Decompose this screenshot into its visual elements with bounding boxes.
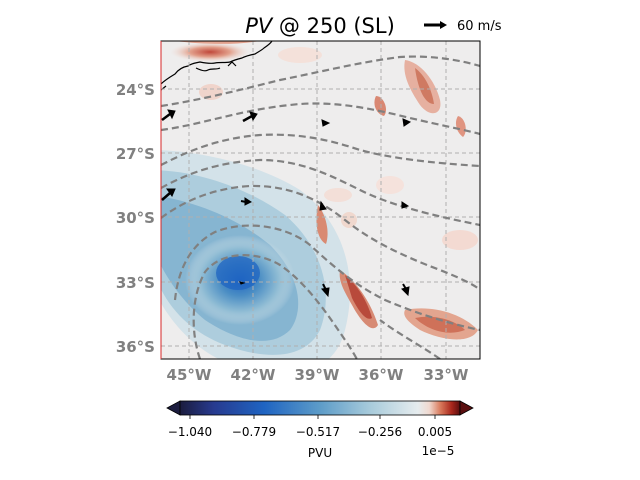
colorbar-ticks: −1.040 −0.779 −0.517 −0.256 0.005	[168, 415, 452, 439]
wind-vector	[402, 118, 412, 127]
title-rest: @ 250 (SL)	[272, 14, 395, 38]
lon-tick-label: 42°W	[231, 366, 276, 384]
quiver-key: 60 m/s	[424, 19, 502, 34]
lon-tick-label: 39°W	[295, 366, 340, 384]
longitude-labels: 45°W 42°W 39°W 36°W 33°W	[167, 366, 469, 384]
lat-tick-label: 33°S	[116, 274, 155, 292]
wind-vector	[240, 197, 252, 206]
wind-vectors	[161, 109, 412, 298]
colorbar: −1.040 −0.779 −0.517 −0.256 0.005 PVU 1e−5	[166, 400, 474, 460]
quiver-key-label: 60 m/s	[457, 19, 502, 34]
figure-title: PV @ 250 (SL)	[245, 14, 395, 38]
latitude-labels: 24°S 27°S 30°S 33°S 36°S	[116, 81, 155, 356]
wind-vector	[401, 201, 410, 209]
wind-vector	[321, 119, 331, 127]
pv-positive-field	[170, 41, 478, 340]
wind-vector	[242, 111, 258, 123]
height-contours	[161, 55, 480, 359]
gridlines	[161, 41, 480, 359]
wind-vector	[319, 200, 327, 211]
colorbar-tick-label: −0.517	[296, 425, 340, 439]
wind-vector	[161, 188, 176, 201]
title-variable: PV	[245, 14, 274, 38]
colorbar-label: PVU	[308, 446, 332, 460]
colorbar-offset: 1e−5	[422, 444, 455, 458]
lat-tick-label: 27°S	[116, 145, 155, 163]
wind-vector	[401, 283, 410, 297]
colorbar-tick-label: 0.005	[418, 425, 452, 439]
wind-vector	[161, 109, 176, 121]
map-panel	[161, 41, 480, 359]
colorbar-extend-min	[166, 400, 181, 416]
colorbar-tick-label: −0.256	[358, 425, 402, 439]
lat-tick-label: 24°S	[116, 81, 155, 99]
colorbar-tick-label: −0.779	[232, 425, 276, 439]
pv-negative-field	[161, 150, 350, 359]
colorbar-tick-label: −1.040	[168, 425, 212, 439]
wind-vector	[321, 283, 330, 298]
lat-tick-label: 30°S	[116, 209, 155, 227]
colorbar-gradient	[179, 400, 461, 416]
lon-tick-label: 45°W	[167, 366, 212, 384]
lon-tick-label: 36°W	[359, 366, 404, 384]
colorbar-extend-max	[459, 400, 474, 416]
lat-tick-label: 36°S	[116, 338, 155, 356]
wind-vector	[239, 281, 246, 285]
lon-tick-label: 33°W	[424, 366, 469, 384]
